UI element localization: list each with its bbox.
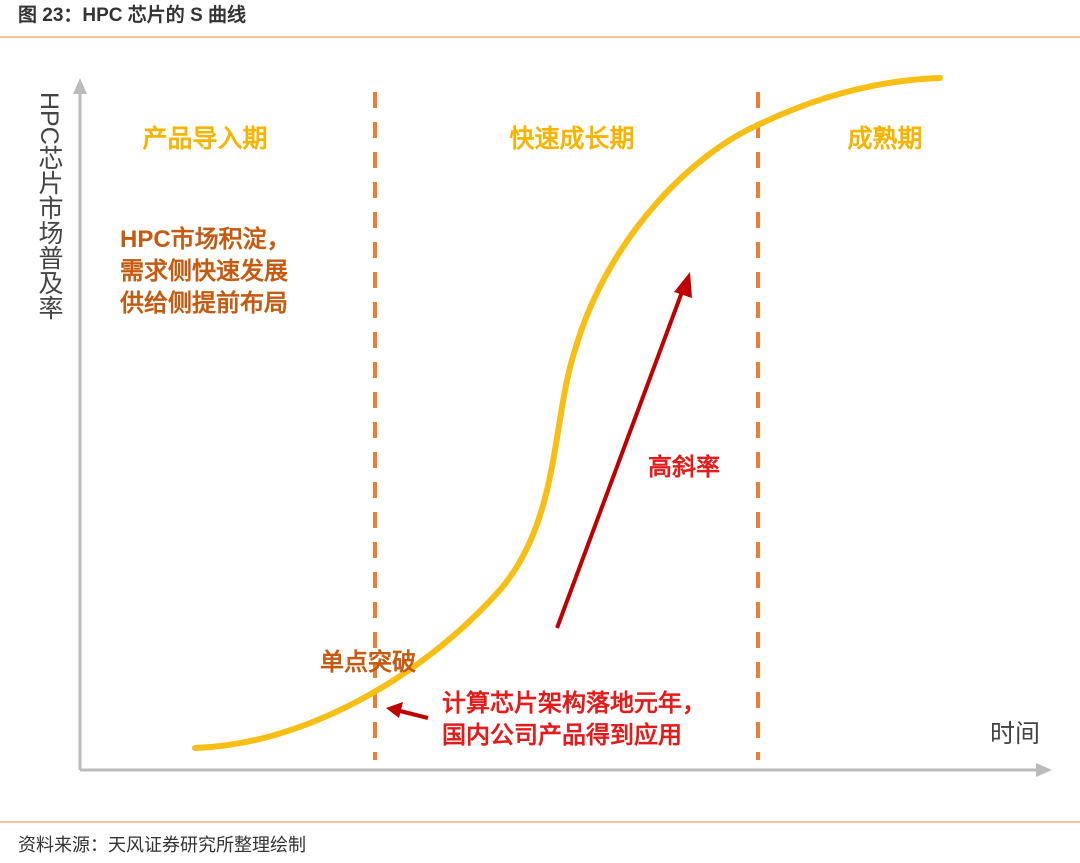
phase-label: 产品导入期 [142,125,268,153]
pointer-arrowhead [386,702,403,718]
phase-label: 快速成长期 [509,125,635,153]
note-line: 需求侧快速发展 [120,258,288,285]
y-axis-arrow [73,78,87,94]
note-line: 供给侧提前布局 [120,290,288,317]
slope-arrow [555,291,684,629]
pointer-arrow [399,709,429,720]
title: 图 23：HPC 芯片的 S 曲线 [18,5,247,26]
breakthrough-label: 单点突破 [320,649,416,676]
s-curve [192,75,943,751]
breakthrough-note: 计算芯片架构落地元年， [442,690,706,717]
source: 资料来源：天风证券研究所整理绘制 [18,835,306,855]
note-line: HPC市场积淀， [120,226,291,253]
y-axis-label: HPC芯片市场普及率 [35,92,63,320]
slope-label: 高斜率 [648,454,720,481]
phase-label: 成熟期 [847,125,923,153]
slope-arrowhead [674,272,692,298]
x-axis-arrow [1036,763,1052,777]
breakthrough-note: 国内公司产品得到应用 [442,722,682,749]
x-axis-label: 时间 [990,720,1041,748]
